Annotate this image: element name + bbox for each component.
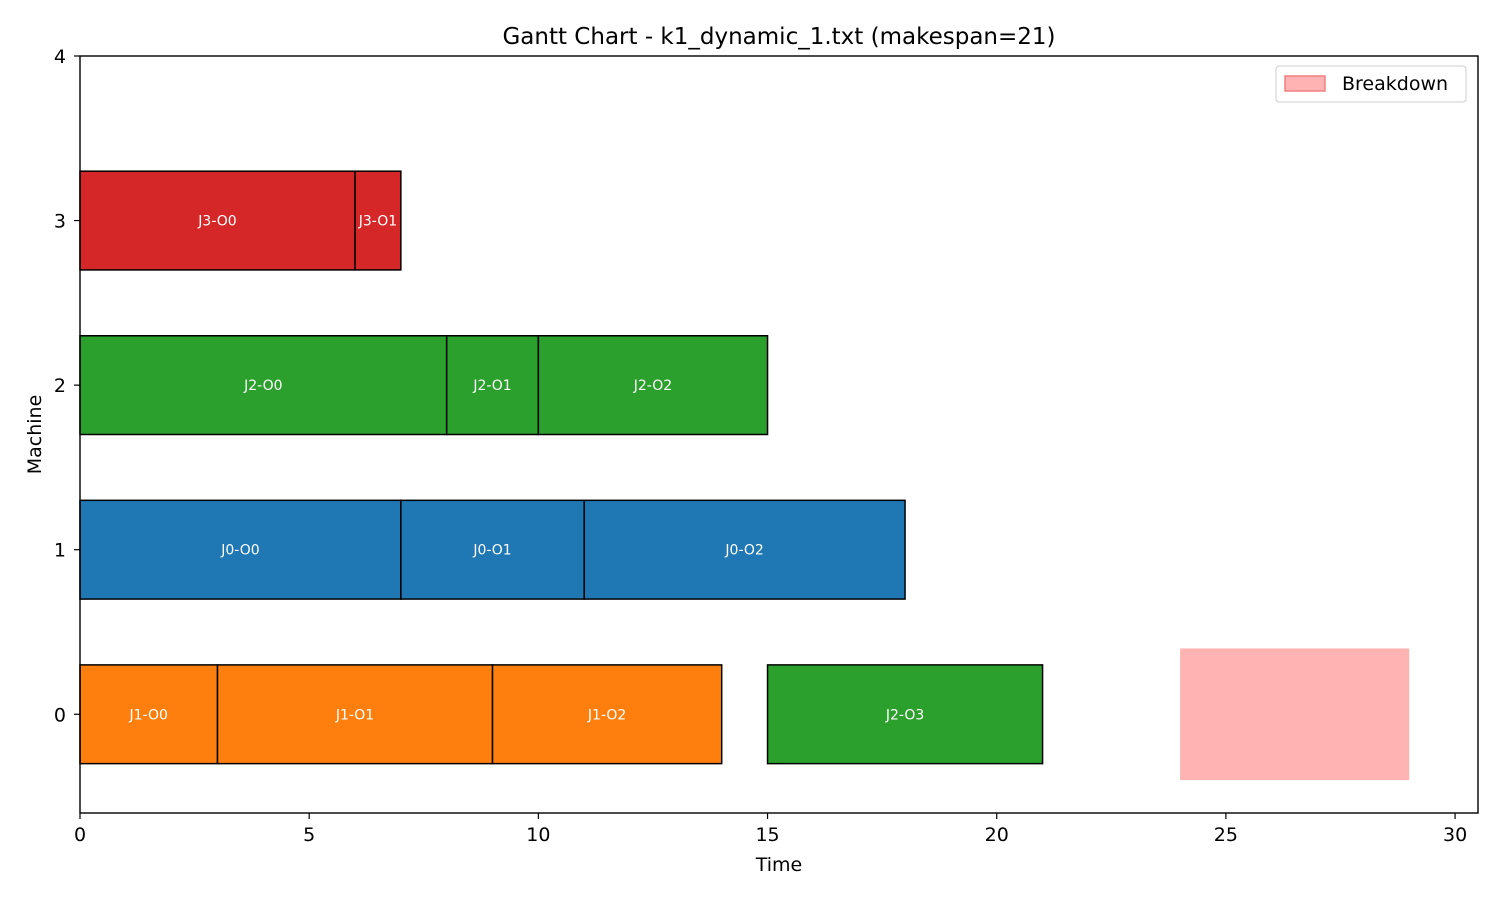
y-tick-label-2: 2 xyxy=(54,375,66,397)
operation-bar-j1-o2 xyxy=(491,664,723,765)
operation-label-j3-o0: J3-O0 xyxy=(197,214,236,230)
legend-box xyxy=(1275,65,1467,103)
y-tick-label-3: 3 xyxy=(54,211,66,233)
x-tick-label-15: 15 xyxy=(755,824,779,846)
operation-bar-j0-o0 xyxy=(79,499,402,600)
breakdown-bar-0 xyxy=(1180,648,1410,781)
y-tick-label-1: 1 xyxy=(54,540,66,562)
y-tick-label-4: 4 xyxy=(54,46,66,68)
x-tick-label-25: 25 xyxy=(1214,824,1238,846)
operation-label-j0-o2: J0-O2 xyxy=(724,543,763,559)
operation-label-j2-o3: J2-O3 xyxy=(885,707,924,723)
operation-label-j3-o1: J3-O1 xyxy=(358,214,397,230)
legend-swatch-breakdown xyxy=(1284,75,1326,92)
operation-bar-j2-o0 xyxy=(79,335,448,436)
chart-title: Gantt Chart - k1_dynamic_1.txt (makespan… xyxy=(502,24,1055,50)
x-tick-label-0: 0 xyxy=(74,824,86,846)
ticks-layer: 0 5 10 15 20 25 30 0 1 2 3 4 xyxy=(54,46,1467,846)
operation-bar-j1-o1 xyxy=(216,664,494,765)
operation-bar-j1-o0 xyxy=(79,664,219,765)
operation-label-j2-o2: J2-O2 xyxy=(633,378,672,394)
y-axis-title: Machine xyxy=(24,395,46,475)
x-axis-title: Time xyxy=(755,854,803,876)
legend-label-breakdown: Breakdown xyxy=(1342,73,1448,95)
operation-bar-j2-o1 xyxy=(445,335,540,436)
operation-bar-j2-o2 xyxy=(537,335,769,436)
operation-bar-j0-o1 xyxy=(400,499,585,600)
operation-label-j1-o1: J1-O1 xyxy=(335,707,374,723)
x-tick-label-30: 30 xyxy=(1443,824,1467,846)
operation-label-j0-o0: J0-O0 xyxy=(220,543,259,559)
bars-layer: J1-O0 J1-O1 J1-O2 J2-O3 J0-O0 J0-O1 J0-O2 J2-O0… xyxy=(79,170,1410,781)
operation-label-j2-o0: J2-O0 xyxy=(243,378,282,394)
x-tick-label-10: 10 xyxy=(526,824,550,846)
x-tick-label-20: 20 xyxy=(985,824,1009,846)
operation-bar-j3-o1 xyxy=(354,170,402,271)
operation-label-j2-o1: J2-O1 xyxy=(472,378,511,394)
operation-label-j1-o0: J1-O0 xyxy=(129,707,168,723)
operation-bar-j0-o2 xyxy=(583,499,906,600)
operation-label-j1-o2: J1-O2 xyxy=(587,707,626,723)
plot-frame xyxy=(79,55,1479,814)
x-tick-label-5: 5 xyxy=(303,824,315,846)
operation-label-j0-o1: J0-O1 xyxy=(472,543,511,559)
operation-bar-j2-o3 xyxy=(766,664,1044,765)
y-tick-label-0: 0 xyxy=(54,704,66,726)
legend: Breakdown xyxy=(1275,65,1467,103)
